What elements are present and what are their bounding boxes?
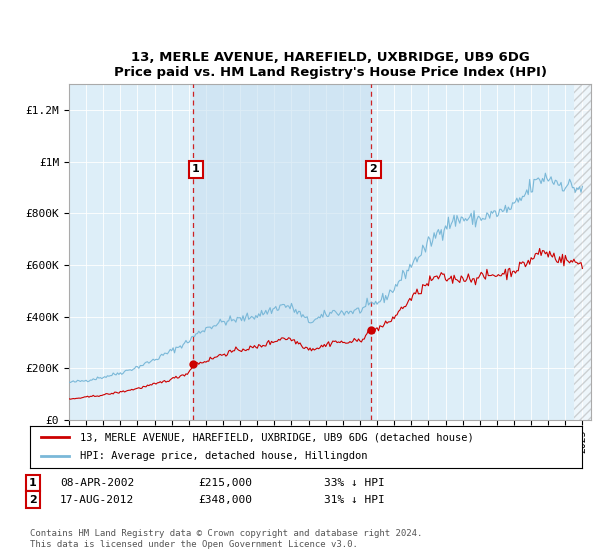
Text: 1: 1 — [29, 478, 37, 488]
Text: 2: 2 — [29, 494, 37, 505]
Bar — [193, 84, 371, 420]
Bar — [574, 84, 591, 420]
Text: 17-AUG-2012: 17-AUG-2012 — [60, 494, 134, 505]
Text: 1: 1 — [192, 164, 200, 174]
Text: £348,000: £348,000 — [198, 494, 252, 505]
Title: 13, MERLE AVENUE, HAREFIELD, UXBRIDGE, UB9 6DG
Price paid vs. HM Land Registry's: 13, MERLE AVENUE, HAREFIELD, UXBRIDGE, U… — [113, 50, 547, 78]
Text: £215,000: £215,000 — [198, 478, 252, 488]
Text: 33% ↓ HPI: 33% ↓ HPI — [324, 478, 385, 488]
Text: 2: 2 — [370, 164, 377, 174]
Text: 08-APR-2002: 08-APR-2002 — [60, 478, 134, 488]
Text: 31% ↓ HPI: 31% ↓ HPI — [324, 494, 385, 505]
Text: Contains HM Land Registry data © Crown copyright and database right 2024.
This d: Contains HM Land Registry data © Crown c… — [30, 529, 422, 549]
Text: 13, MERLE AVENUE, HAREFIELD, UXBRIDGE, UB9 6DG (detached house): 13, MERLE AVENUE, HAREFIELD, UXBRIDGE, U… — [80, 432, 473, 442]
Text: HPI: Average price, detached house, Hillingdon: HPI: Average price, detached house, Hill… — [80, 451, 367, 461]
